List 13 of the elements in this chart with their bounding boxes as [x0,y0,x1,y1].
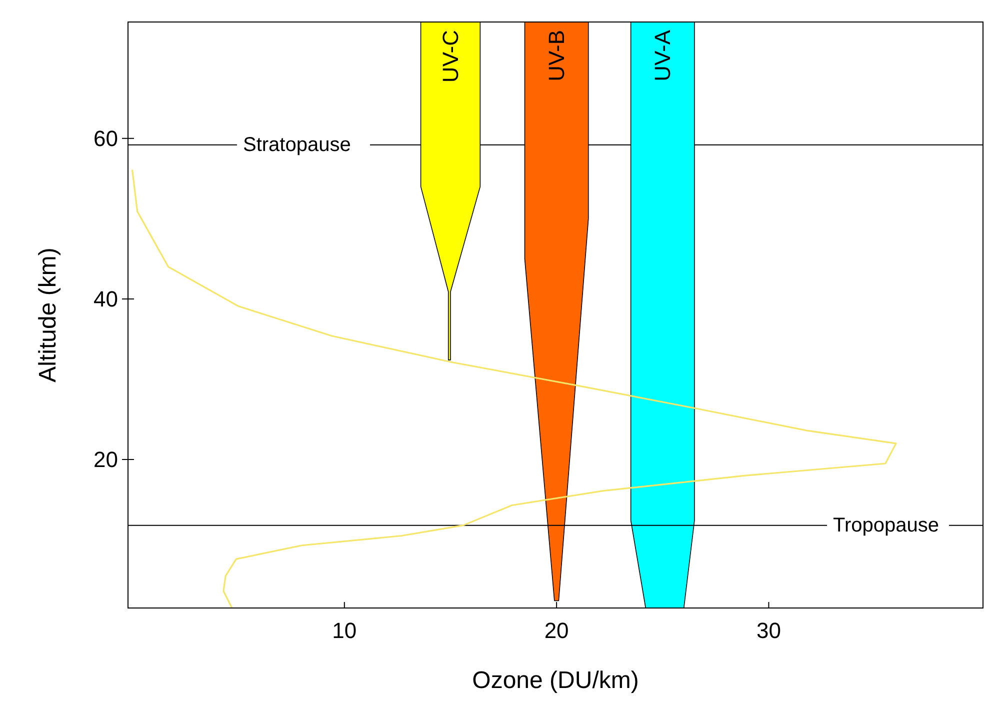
x-tick-label: 30 [756,618,781,643]
series-label: UV-A [650,30,676,82]
x-tick-label: 20 [544,618,569,643]
series-label: UV-C [438,30,463,83]
y-tick-label: 40 [94,286,118,312]
series-label: UV-B [544,30,570,82]
ref-line-label: Stratopause [243,134,351,156]
y-axis-title: Altitude (km) [34,248,62,382]
y-tick-label: 60 [94,126,118,151]
ref-line-label: Tropopause [833,514,939,536]
x-tick-label: 10 [332,618,357,643]
x-axis-title: Ozone (DU/km) [472,667,639,694]
y-tick-label: 20 [94,446,118,472]
